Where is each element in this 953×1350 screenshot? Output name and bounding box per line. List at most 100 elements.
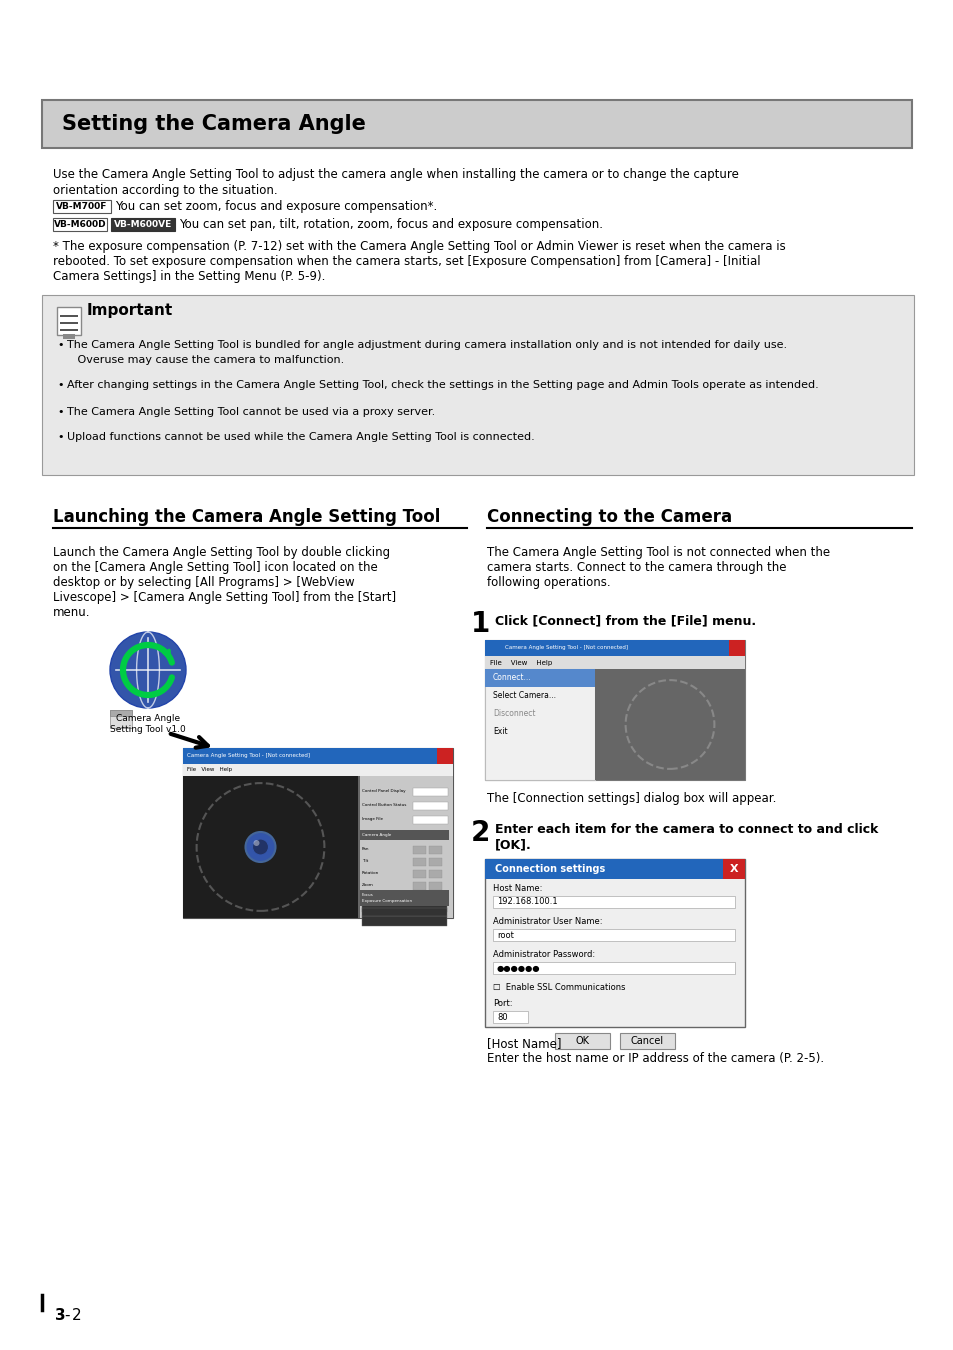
Bar bbox=[429, 869, 441, 878]
Bar bbox=[484, 670, 595, 687]
Text: Important: Important bbox=[87, 302, 173, 319]
Circle shape bbox=[253, 838, 268, 855]
Bar bbox=[63, 333, 75, 339]
Text: Livescope] > [Camera Angle Setting Tool] from the [Start]: Livescope] > [Camera Angle Setting Tool]… bbox=[53, 591, 395, 603]
Text: Exit: Exit bbox=[493, 728, 507, 737]
Text: The Camera Angle Setting Tool is not connected when the: The Camera Angle Setting Tool is not con… bbox=[486, 545, 829, 559]
Bar bbox=[359, 896, 449, 906]
Text: ●●●●●●: ●●●●●● bbox=[497, 964, 540, 972]
Text: Administrator Password:: Administrator Password: bbox=[493, 950, 595, 958]
Bar bbox=[110, 710, 132, 728]
Bar bbox=[110, 710, 132, 716]
Bar bbox=[60, 329, 78, 331]
Text: -: - bbox=[64, 1308, 70, 1323]
Text: Camera Angle Setting Tool - [Not connected]: Camera Angle Setting Tool - [Not connect… bbox=[187, 753, 310, 759]
Text: Enter each item for the camera to connect to and click: Enter each item for the camera to connec… bbox=[495, 824, 878, 836]
Text: Camera Angle: Camera Angle bbox=[361, 833, 391, 837]
Bar bbox=[413, 859, 426, 865]
Bar bbox=[722, 859, 744, 879]
Text: Cancel: Cancel bbox=[630, 1035, 663, 1046]
Text: Host Name:: Host Name: bbox=[493, 884, 542, 892]
Text: Camera Settings] in the Setting Menu (P. 5-9).: Camera Settings] in the Setting Menu (P.… bbox=[53, 270, 325, 284]
Text: desktop or by selecting [All Programs] > [WebView: desktop or by selecting [All Programs] >… bbox=[53, 576, 355, 589]
Text: You can set zoom, focus and exposure compensation*.: You can set zoom, focus and exposure com… bbox=[115, 200, 436, 213]
Text: File   View   Help: File View Help bbox=[187, 768, 232, 772]
Text: Connecting to the Camera: Connecting to the Camera bbox=[486, 508, 731, 526]
Bar bbox=[436, 748, 453, 764]
Bar bbox=[484, 670, 744, 780]
Bar bbox=[413, 846, 426, 855]
Text: Rotation: Rotation bbox=[361, 871, 379, 875]
Text: camera starts. Connect to the camera through the: camera starts. Connect to the camera thr… bbox=[486, 562, 785, 574]
Bar bbox=[361, 909, 447, 917]
Text: Connect...: Connect... bbox=[493, 674, 531, 683]
Circle shape bbox=[253, 840, 259, 846]
Bar bbox=[429, 846, 441, 855]
Bar bbox=[42, 100, 911, 148]
Text: Control Panel Display: Control Panel Display bbox=[361, 788, 405, 792]
Text: 1: 1 bbox=[471, 610, 490, 639]
Text: Tilt: Tilt bbox=[361, 859, 368, 863]
Text: Setting Tool v1.0: Setting Tool v1.0 bbox=[110, 725, 186, 734]
Bar bbox=[484, 640, 744, 656]
Text: OK: OK bbox=[575, 1035, 589, 1046]
Text: Click [Connect] from the [File] menu.: Click [Connect] from the [File] menu. bbox=[495, 614, 756, 626]
Text: Setting the Camera Angle: Setting the Camera Angle bbox=[62, 113, 366, 134]
Text: * The exposure compensation (P. 7-12) set with the Camera Angle Setting Tool or : * The exposure compensation (P. 7-12) se… bbox=[53, 240, 785, 252]
Bar bbox=[484, 656, 744, 670]
Bar bbox=[429, 859, 441, 865]
Text: File    View    Help: File View Help bbox=[490, 660, 552, 666]
Text: X: X bbox=[729, 864, 738, 873]
Bar bbox=[183, 776, 357, 918]
Bar bbox=[413, 802, 448, 810]
Text: orientation according to the situation.: orientation according to the situation. bbox=[53, 184, 277, 197]
Bar bbox=[484, 670, 595, 780]
Bar bbox=[183, 764, 453, 776]
Text: Disconnect: Disconnect bbox=[493, 710, 535, 718]
Bar bbox=[361, 917, 447, 926]
Text: 3: 3 bbox=[55, 1308, 66, 1323]
Text: The Camera Angle Setting Tool is bundled for angle adjustment during camera inst: The Camera Angle Setting Tool is bundled… bbox=[67, 340, 786, 350]
Bar bbox=[484, 640, 744, 780]
Text: following operations.: following operations. bbox=[486, 576, 610, 589]
Bar bbox=[57, 306, 81, 335]
Bar bbox=[53, 217, 107, 231]
Bar bbox=[484, 859, 744, 1027]
Text: [Host Name]: [Host Name] bbox=[486, 1037, 561, 1050]
Text: Exposure Compensation: Exposure Compensation bbox=[361, 899, 412, 903]
Text: Launch the Camera Angle Setting Tool by double clicking: Launch the Camera Angle Setting Tool by … bbox=[53, 545, 390, 559]
Text: •: • bbox=[57, 432, 64, 441]
Bar bbox=[183, 748, 453, 918]
Text: menu.: menu. bbox=[53, 606, 91, 620]
Text: Focus: Focus bbox=[361, 892, 374, 896]
Text: •: • bbox=[57, 340, 64, 350]
Bar bbox=[595, 670, 744, 780]
Circle shape bbox=[110, 632, 186, 707]
Bar bbox=[493, 896, 734, 909]
Bar bbox=[359, 830, 449, 840]
Bar bbox=[484, 859, 744, 879]
Text: VB-M600D: VB-M600D bbox=[53, 220, 106, 230]
Bar bbox=[60, 323, 78, 324]
Text: The Camera Angle Setting Tool cannot be used via a proxy server.: The Camera Angle Setting Tool cannot be … bbox=[67, 406, 435, 417]
Text: on the [Camera Angle Setting Tool] icon located on the: on the [Camera Angle Setting Tool] icon … bbox=[53, 562, 377, 574]
Bar bbox=[429, 882, 441, 890]
Text: 2: 2 bbox=[471, 819, 490, 846]
Bar bbox=[359, 890, 449, 900]
Bar bbox=[413, 788, 448, 796]
Bar bbox=[42, 296, 913, 475]
Bar bbox=[357, 776, 453, 918]
Text: You can set pan, tilt, rotation, zoom, focus and exposure compensation.: You can set pan, tilt, rotation, zoom, f… bbox=[179, 217, 602, 231]
Bar bbox=[493, 1011, 527, 1023]
Text: ☐  Enable SSL Communications: ☐ Enable SSL Communications bbox=[493, 983, 625, 992]
Text: Image File: Image File bbox=[361, 817, 382, 821]
Bar bbox=[493, 963, 734, 973]
Text: Use the Camera Angle Setting Tool to adjust the camera angle when installing the: Use the Camera Angle Setting Tool to adj… bbox=[53, 167, 739, 181]
Text: Zoom: Zoom bbox=[361, 883, 374, 887]
Text: 192.168.100.1: 192.168.100.1 bbox=[497, 898, 558, 906]
Bar bbox=[361, 902, 447, 913]
Text: 80: 80 bbox=[497, 1012, 507, 1022]
Bar bbox=[60, 315, 78, 317]
Text: •: • bbox=[57, 379, 64, 390]
Bar bbox=[493, 929, 734, 941]
